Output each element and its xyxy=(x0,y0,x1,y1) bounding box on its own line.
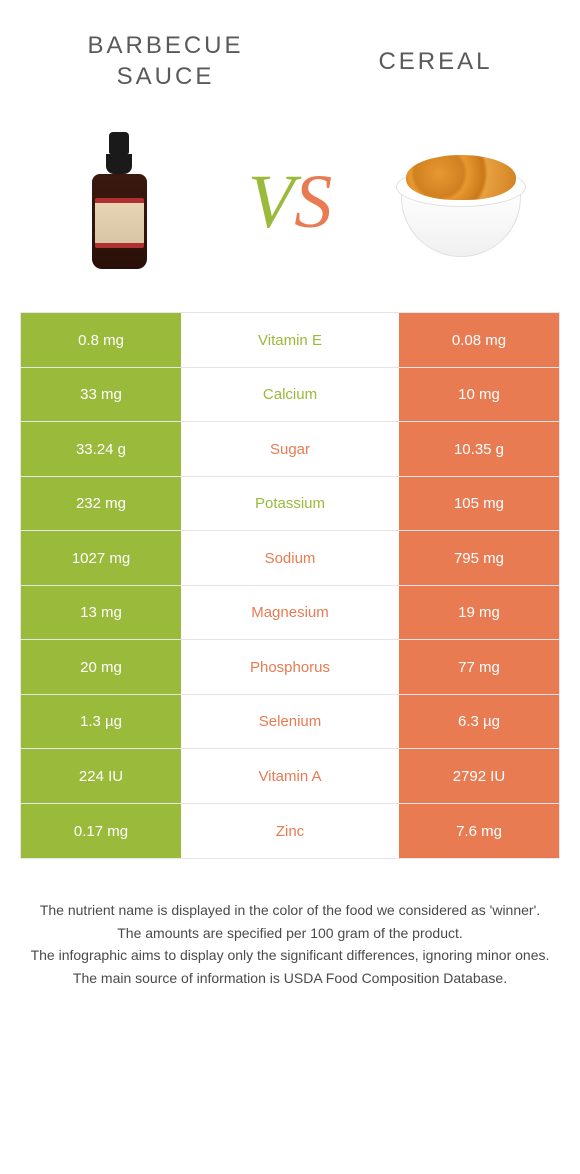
left-value-cell: 33 mg xyxy=(21,368,181,422)
footer-notes: The nutrient name is displayed in the co… xyxy=(0,859,580,989)
left-product-title: BARBECUE SAUCE xyxy=(87,30,243,92)
table-row: 20 mgPhosphorus77 mg xyxy=(21,640,559,695)
table-row: 232 mgPotassium105 mg xyxy=(21,477,559,532)
table-row: 33.24 gSugar10.35 g xyxy=(21,422,559,477)
nutrient-label-cell: Potassium xyxy=(181,477,399,531)
left-value-cell: 224 IU xyxy=(21,749,181,803)
table-row: 0.8 mgVitamin E0.08 mg xyxy=(21,313,559,368)
footer-line: The amounts are specified per 100 gram o… xyxy=(25,922,555,944)
vs-section: V S xyxy=(0,112,580,312)
left-value-cell: 13 mg xyxy=(21,586,181,640)
right-value-cell: 105 mg xyxy=(399,477,559,531)
right-value-cell: 795 mg xyxy=(399,531,559,585)
footer-line: The nutrient name is displayed in the co… xyxy=(25,899,555,921)
nutrient-label-cell: Zinc xyxy=(181,804,399,859)
right-value-cell: 7.6 mg xyxy=(399,804,559,859)
nutrient-label-cell: Vitamin E xyxy=(181,313,399,367)
left-value-cell: 20 mg xyxy=(21,640,181,694)
left-value-cell: 33.24 g xyxy=(21,422,181,476)
nutrient-label-cell: Sodium xyxy=(181,531,399,585)
comparison-table: 0.8 mgVitamin E0.08 mg33 mgCalcium10 mg3… xyxy=(20,312,560,859)
table-row: 0.17 mgZinc7.6 mg xyxy=(21,804,559,859)
table-row: 33 mgCalcium10 mg xyxy=(21,368,559,423)
bbq-bottle-icon xyxy=(92,132,147,272)
table-row: 13 mgMagnesium19 mg xyxy=(21,586,559,641)
left-value-cell: 1.3 µg xyxy=(21,695,181,749)
left-value-cell: 232 mg xyxy=(21,477,181,531)
nutrient-label-cell: Calcium xyxy=(181,368,399,422)
right-value-cell: 10.35 g xyxy=(399,422,559,476)
right-value-cell: 6.3 µg xyxy=(399,695,559,749)
right-product-image xyxy=(391,132,531,272)
table-row: 1.3 µgSelenium6.3 µg xyxy=(21,695,559,750)
table-row: 224 IUVitamin A2792 IU xyxy=(21,749,559,804)
right-value-cell: 19 mg xyxy=(399,586,559,640)
left-product-image xyxy=(49,132,189,272)
vs-v-letter: V xyxy=(248,159,294,246)
left-value-cell: 0.8 mg xyxy=(21,313,181,367)
vs-s-letter: S xyxy=(294,159,332,246)
nutrient-label-cell: Selenium xyxy=(181,695,399,749)
header: BARBECUE SAUCE CEREAL xyxy=(0,0,580,112)
footer-line: The infographic aims to display only the… xyxy=(25,944,555,966)
vs-label: V S xyxy=(248,159,332,246)
nutrient-label-cell: Phosphorus xyxy=(181,640,399,694)
right-value-cell: 77 mg xyxy=(399,640,559,694)
cereal-bowl-icon xyxy=(391,147,531,257)
right-product-title: CEREAL xyxy=(378,46,492,77)
left-value-cell: 1027 mg xyxy=(21,531,181,585)
nutrient-label-cell: Vitamin A xyxy=(181,749,399,803)
table-row: 1027 mgSodium795 mg xyxy=(21,531,559,586)
left-value-cell: 0.17 mg xyxy=(21,804,181,859)
nutrient-label-cell: Sugar xyxy=(181,422,399,476)
footer-line: The main source of information is USDA F… xyxy=(25,967,555,989)
nutrient-label-cell: Magnesium xyxy=(181,586,399,640)
right-value-cell: 0.08 mg xyxy=(399,313,559,367)
right-value-cell: 2792 IU xyxy=(399,749,559,803)
right-value-cell: 10 mg xyxy=(399,368,559,422)
